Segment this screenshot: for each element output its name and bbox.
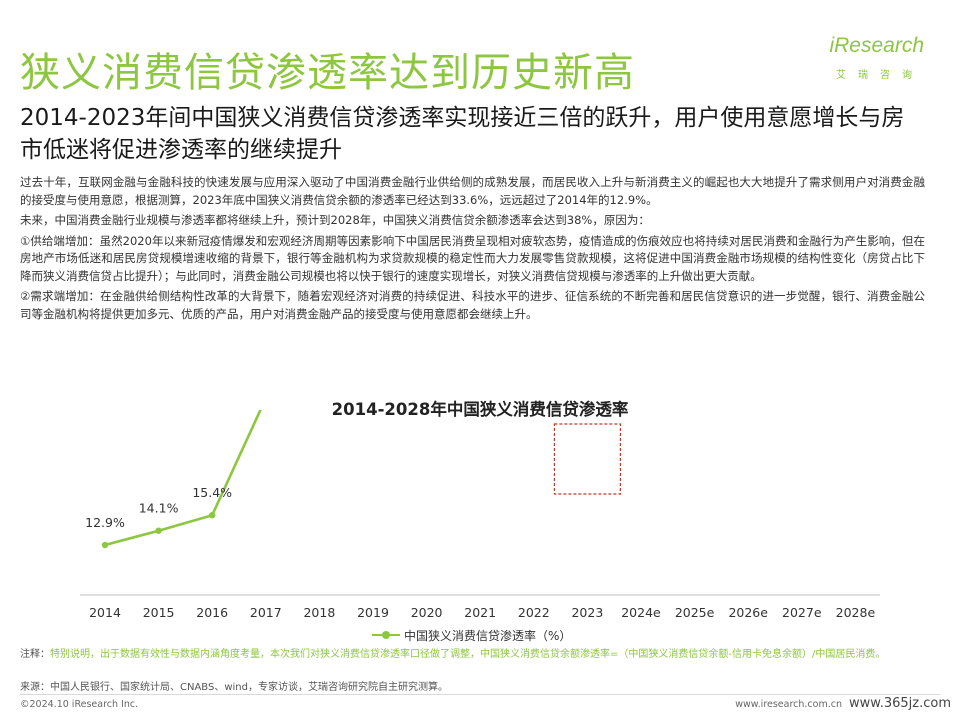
data-point-2015 (155, 527, 162, 534)
chart-note: 注释：特别说明，出于数据有效性与数据内涵角度考量，本次我们对狭义消费信贷渗透率口… (20, 648, 940, 662)
footer-divider (20, 694, 940, 695)
data-label-2015: 14.1% (139, 501, 179, 516)
x-tick-2017: 2017 (250, 605, 282, 620)
paragraph-forecast: 未来，中国消费金融行业规模与渗透率都将继续上升，预计到2028年，中国狭义消费信… (20, 213, 650, 227)
footer-url: www.iresearch.com.cn (735, 699, 842, 710)
x-tick-2020: 2020 (411, 605, 443, 620)
data-label-2014: 12.9% (85, 515, 125, 530)
iresearch-logo: iResearch 艾瑞咨询 (814, 32, 924, 84)
x-tick-2015: 2015 (143, 605, 175, 620)
series-line (103, 410, 262, 547)
logo-subtitle: 艾瑞咨询 (836, 70, 924, 81)
paragraph-supply: ①供给端增加：虽然2020年以来新冠疫情爆发和宏观经济周期等因素影响下中国居民消… (20, 233, 925, 283)
note-heading: 注释： (20, 649, 50, 660)
x-tick-2014: 2014 (89, 605, 121, 620)
x-tick-2027e: 2027e (782, 605, 822, 620)
chart-title: 2014-2028年中国狭义消费信贷渗透率 (331, 400, 629, 419)
x-tick-2016: 2016 (196, 605, 228, 620)
legend-label: 中国狭义消费信贷渗透率（%） (404, 628, 572, 643)
x-tick-2019: 2019 (357, 605, 389, 620)
paragraph-overview: 过去十年，互联网金融与金融科技的快速发展与应用深入驱动了中国消费金融行业供给侧的… (20, 175, 925, 207)
line-chart: 12.9%201414.1%201515.4%201625.2%201727.9… (80, 410, 880, 620)
note-body: 特别说明，出于数据有效性与数据内涵角度考量，本次我们对狭义消费信贷渗透率口径做了… (50, 649, 886, 660)
data-point-2014 (101, 541, 109, 549)
x-tick-2021: 2021 (464, 605, 496, 620)
highlight-box-2023 (553, 423, 622, 495)
x-tick-2025e: 2025e (675, 605, 715, 620)
logo-wordmark: iResearch (829, 34, 924, 57)
slide-subtitle: 2014-2023年间中国狭义消费信贷渗透率实现接近三倍的跃升，用户使用意愿增长… (20, 105, 905, 163)
source-text: 来源：中国人民银行、国家统计局、CNABS、wind，专家访谈，艾瑞咨询研究院自… (20, 682, 448, 693)
body-text: 过去十年，互联网金融与金融科技的快速发展与应用深入驱动了中国消费金融行业供给侧的… (20, 174, 925, 326)
legend-line-marker (372, 627, 400, 643)
chart-legend: 中国狭义消费信贷渗透率（%） (372, 627, 571, 643)
data-label-2016: 15.4% (192, 485, 232, 500)
data-point-2016 (209, 511, 216, 519)
page-title: 狭义消费信贷渗透率达到历史新高 (20, 50, 635, 96)
paragraph-demand: ②需求端增加：在金融供给侧结构性改革的大背景下，随着宏观经济对消费的持续促进、科… (20, 289, 925, 321)
x-tick-2024e: 2024e (621, 605, 661, 620)
x-tick-2018: 2018 (303, 605, 335, 620)
x-tick-2022: 2022 (518, 605, 550, 620)
footer-copyright: ©2024.10 iResearch Inc. (20, 699, 139, 710)
x-tick-2023: 2023 (571, 605, 603, 620)
x-tick-2028e: 2028e (836, 605, 876, 620)
watermark-text: www.365jz.com (846, 696, 954, 711)
x-tick-2026e: 2026e (728, 605, 768, 620)
